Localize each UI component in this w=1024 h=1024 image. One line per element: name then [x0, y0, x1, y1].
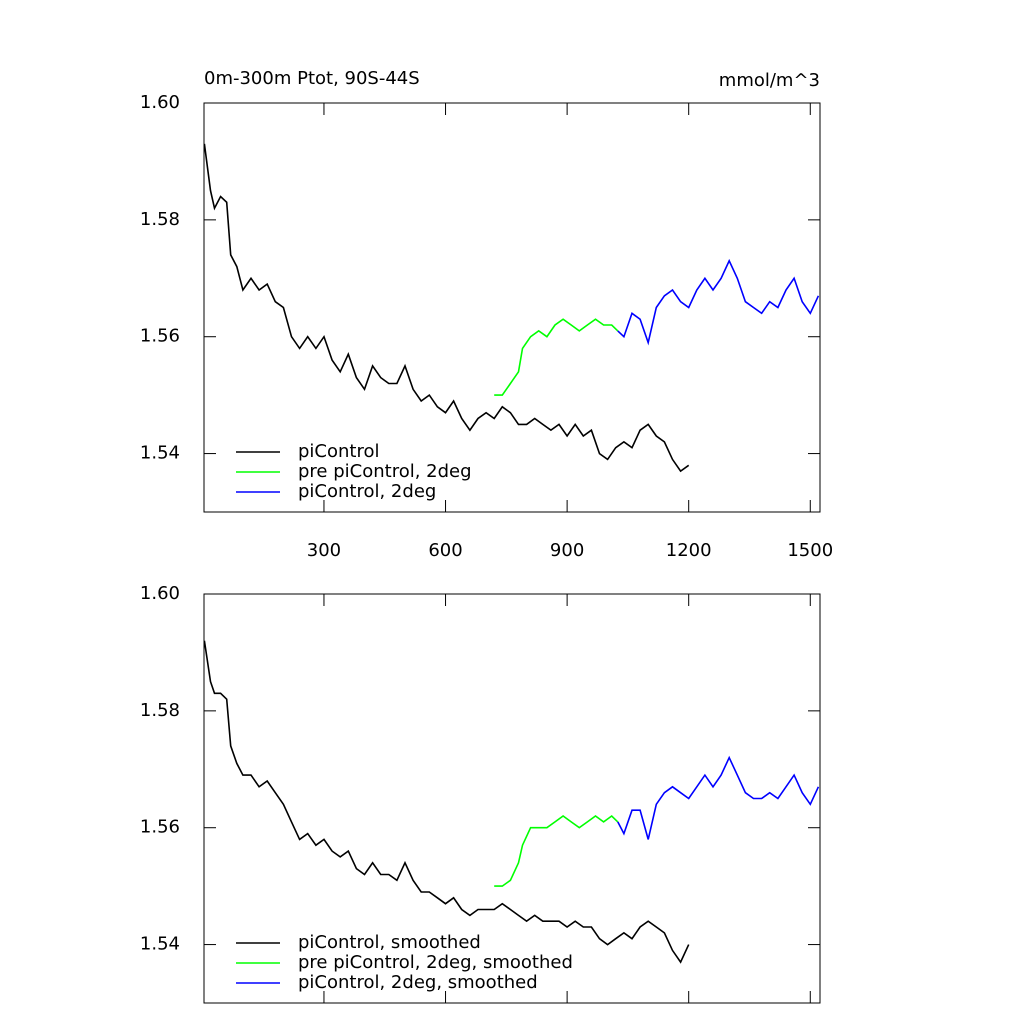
y-tick-label: 1.56	[140, 817, 180, 838]
data-line	[494, 814, 619, 887]
y-tick-label: 1.54	[140, 934, 180, 955]
units-label: mmol/m^3	[719, 70, 820, 91]
x-tick-label: 1500	[787, 540, 833, 561]
y-tick-label: 1.60	[140, 583, 180, 604]
y-tick-label: 1.56	[140, 326, 180, 347]
data-line	[617, 258, 820, 346]
data-line	[203, 143, 690, 473]
x-tick-label: 600	[428, 540, 462, 561]
plot-frame	[203, 593, 821, 1004]
legend-label: piControl, 2deg, smoothed	[298, 972, 538, 993]
x-tick-label: 1200	[666, 540, 712, 561]
x-tick-label: 300	[307, 540, 341, 561]
data-line	[617, 755, 820, 840]
plot-frame	[203, 102, 821, 513]
legend-label: piControl, smoothed	[298, 932, 481, 953]
legend-label: piControl	[298, 441, 380, 462]
legend-label: pre piControl, 2deg	[298, 461, 472, 482]
data-line	[203, 640, 690, 964]
legend-label: pre piControl, 2deg, smoothed	[298, 952, 573, 973]
x-tick-label: 900	[550, 540, 584, 561]
y-tick-label: 1.60	[140, 92, 180, 113]
chart-title: 0m-300m Ptot, 90S-44S	[204, 68, 420, 89]
data-line	[494, 318, 619, 396]
y-tick-label: 1.58	[140, 209, 180, 230]
y-tick-label: 1.58	[140, 700, 180, 721]
legend-label: piControl, 2deg	[298, 481, 436, 502]
y-tick-label: 1.54	[140, 443, 180, 464]
